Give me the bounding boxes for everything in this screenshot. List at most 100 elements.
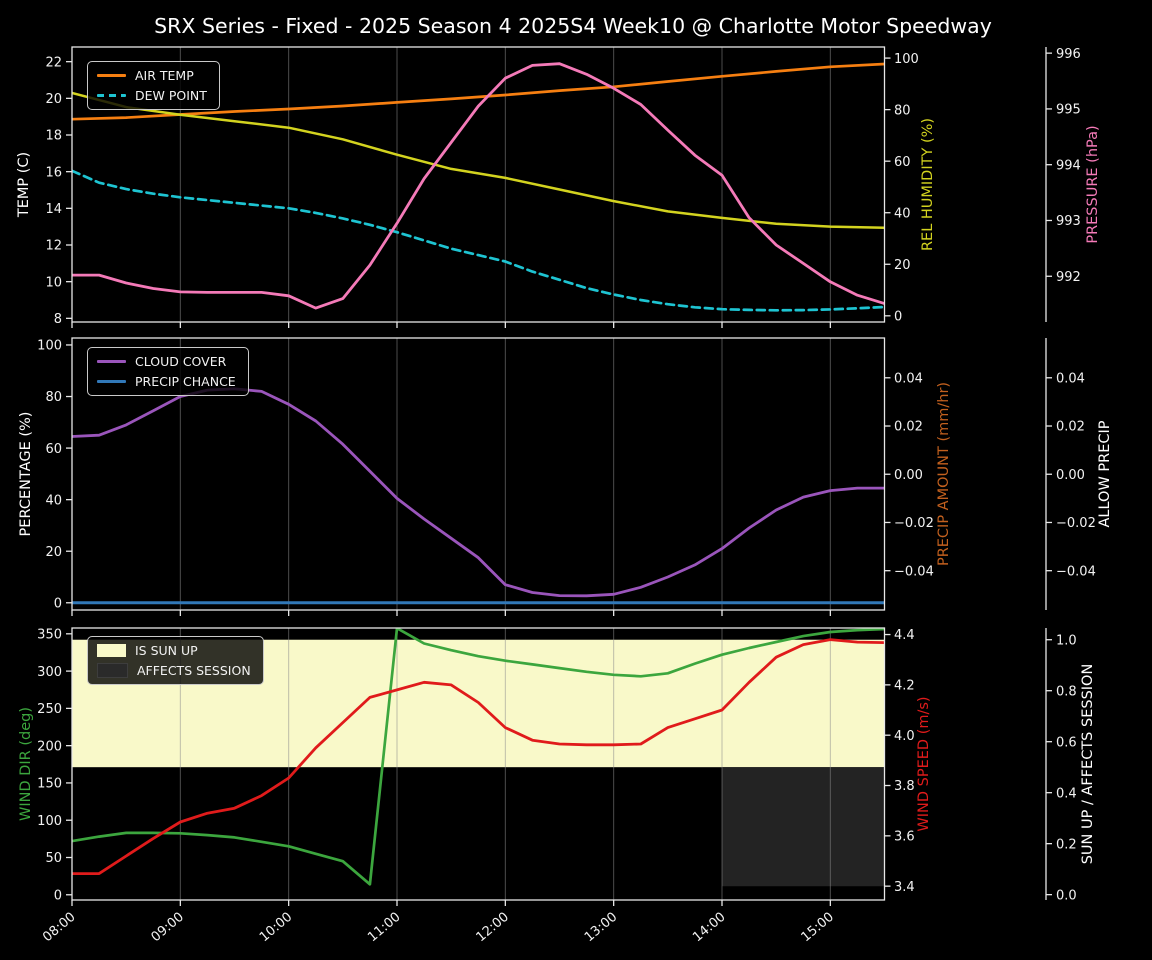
tick-label: 8 [54, 312, 62, 327]
tick-label: 20 [45, 545, 62, 560]
tick-label: 0.6 [1056, 735, 1077, 750]
series-air-temp [72, 62, 885, 121]
tick-label: 80 [894, 103, 911, 118]
legend-wind-sun: IS SUN UP AFFECTS SESSION [87, 636, 264, 685]
tick-label: 350 [37, 628, 62, 643]
chart-title: SRX Series - Fixed - 2025 Season 4 2025S… [154, 14, 992, 38]
tick-label: 40 [894, 206, 911, 221]
tick-label: 200 [37, 739, 62, 754]
plot-border [71, 627, 886, 901]
tick-label: 60 [894, 155, 911, 170]
tick-label: 12 [45, 239, 62, 254]
series-pressure [72, 62, 885, 310]
tick-label: 0.04 [894, 371, 923, 386]
tick-label: 1.0 [1056, 633, 1077, 648]
legend-swatch [97, 73, 126, 78]
series-dew-point [72, 169, 885, 312]
tick-label: 100 [37, 339, 62, 354]
legend-swatch [97, 359, 126, 364]
band-affects-session [722, 767, 885, 887]
series-wind-speed [72, 638, 885, 875]
tick-label: 0.02 [1056, 420, 1085, 435]
legend-swatch [97, 663, 128, 678]
tick-label: 3.6 [894, 830, 915, 845]
tick-label: 0.8 [1056, 684, 1077, 699]
legend-label: DEW POINT [135, 88, 207, 103]
tick-label: 4.0 [894, 729, 915, 744]
x-tick-label: 10:00 [257, 910, 295, 946]
legend-swatch [97, 379, 126, 384]
tick-label: 0.2 [1056, 837, 1077, 852]
plot-border [71, 46, 886, 323]
tick-label: 0 [54, 888, 62, 903]
tick-label: 80 [45, 390, 62, 405]
series-wind-dir [72, 628, 885, 886]
tick-label: 0 [894, 310, 902, 325]
tick-label: 0 [54, 596, 62, 611]
plot-temperature-humidity-pressure: 8 10 12 14 16 18 20 22 TEMP (C) 0 20 40 60 80 100 REL H… [16, 46, 1101, 328]
legend-item-air-temp: AIR TEMP [97, 68, 207, 83]
tick-label: 4.2 [894, 679, 915, 694]
tick-label: 16 [45, 165, 62, 180]
x-tick-label: 13:00 [582, 910, 620, 946]
tick-label: 100 [894, 52, 919, 67]
tick-label: 0.02 [894, 420, 923, 435]
legend-label: CLOUD COVER [135, 354, 227, 369]
tick-label: 14 [45, 202, 62, 217]
tick-label: 0.04 [1056, 371, 1085, 386]
axis-label-allow-precip: ALLOW PRECIP [1097, 420, 1113, 527]
tick-label: 0.00 [1056, 468, 1085, 483]
x-tick-label: 08:00 [40, 910, 78, 946]
x-tick-label: 12:00 [474, 910, 512, 946]
legend-label: AIR TEMP [135, 68, 194, 83]
legend-temperature-humidity-pressure: AIR TEMP DEW POINT [87, 61, 220, 110]
legend-item-dew-point: DEW POINT [97, 88, 207, 103]
legend-swatch [97, 93, 126, 98]
tick-label: 0.4 [1056, 786, 1077, 801]
legend-item-precip-chance: PRECIP CHANCE [97, 374, 236, 389]
tick-label: 250 [37, 702, 62, 717]
legend-label: IS SUN UP [135, 643, 198, 658]
axis-label-wind-speed-m-s: WIND SPEED (m/s) [916, 696, 932, 831]
tick-label: 22 [45, 55, 62, 70]
axis-label-pressure-hpa: PRESSURE (hPa) [1085, 125, 1101, 243]
tick-label: 50 [45, 851, 62, 866]
tick-label: 20 [45, 92, 62, 107]
axis-label-percentage: PERCENTAGE (%) [18, 412, 34, 537]
x-tick-label: 14:00 [690, 910, 728, 946]
legend-item-is-sun-up: IS SUN UP [97, 643, 251, 658]
legend-item-affects-session: AFFECTS SESSION [97, 663, 251, 678]
tick-label: 3.4 [894, 880, 915, 895]
x-tick-label: 11:00 [365, 910, 403, 946]
tick-label: −0.02 [1056, 516, 1096, 531]
legend-cloud-precip: CLOUD COVER PRECIP CHANCE [87, 347, 249, 396]
series-rel-humidity [72, 91, 885, 229]
tick-label: 150 [37, 777, 62, 792]
tick-label: 993 [1056, 214, 1081, 229]
tick-label: −0.02 [894, 516, 934, 531]
tick-label: 995 [1056, 103, 1081, 118]
tick-label: 0.00 [894, 468, 923, 483]
legend-swatch [97, 644, 126, 657]
axis-label-temp-c: TEMP (C) [16, 152, 32, 218]
series-cloud-cover [72, 387, 885, 598]
tick-label: 18 [45, 129, 62, 144]
tick-label: 10 [45, 275, 62, 290]
axis-label-precip-amount-mm-hr: PRECIP AMOUNT (mm/hr) [936, 382, 952, 566]
legend-item-cloud-cover: CLOUD COVER [97, 354, 236, 369]
axis-label-rel-humidity: REL HUMIDITY (%) [920, 118, 936, 251]
tick-label: 992 [1056, 270, 1081, 285]
axis-label-wind-dir-deg: WIND DIR (deg) [18, 707, 34, 821]
legend-label: PRECIP CHANCE [135, 374, 236, 389]
tick-label: 996 [1056, 47, 1081, 62]
tick-label: −0.04 [894, 564, 934, 579]
x-tick-label: 15:00 [799, 910, 837, 946]
tick-label: 100 [37, 814, 62, 829]
tick-label: 0.0 [1056, 888, 1077, 903]
tick-label: 4.4 [894, 628, 915, 643]
tick-label: 60 [45, 442, 62, 457]
tick-label: 40 [45, 493, 62, 508]
tick-label: −0.04 [1056, 564, 1096, 579]
